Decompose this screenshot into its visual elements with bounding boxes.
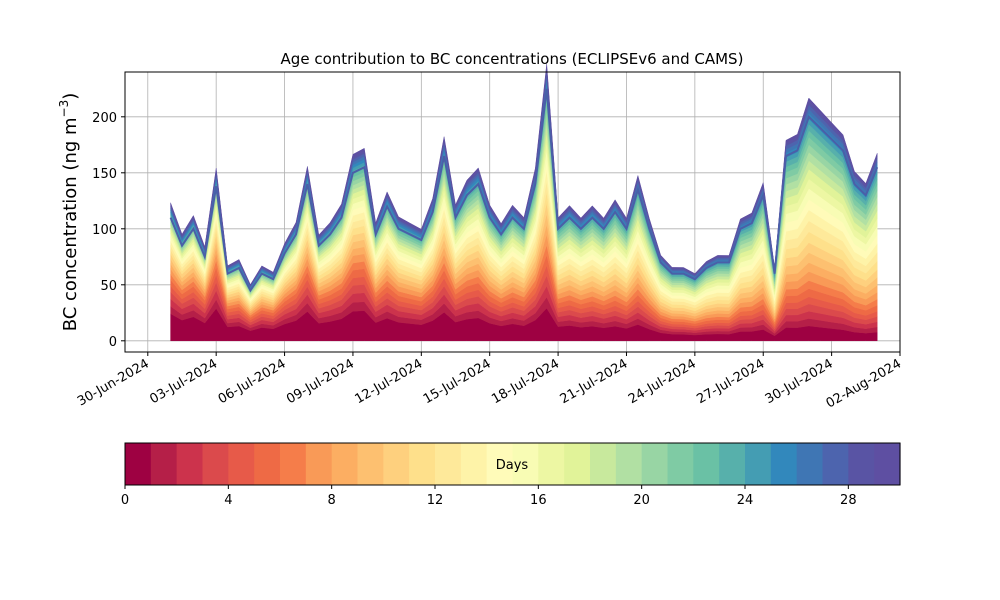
- colorbar-swatch: [254, 443, 281, 485]
- y-tick-label: 50: [100, 279, 117, 294]
- colorbar-swatch: [590, 443, 617, 485]
- colorbar-swatch: [641, 443, 669, 485]
- colorbar-swatch: [719, 443, 746, 485]
- colorbar-label: Days: [496, 458, 529, 473]
- colorbar-swatch: [435, 443, 462, 485]
- colorbar-swatch: [564, 443, 591, 485]
- colorbar-tick-label: 4: [224, 493, 232, 508]
- colorbar: [125, 443, 901, 485]
- colorbar-swatch: [538, 443, 565, 485]
- colorbar-swatch: [796, 443, 824, 485]
- colorbar-swatch: [176, 443, 204, 485]
- colorbar-tick-label: 12: [427, 493, 444, 508]
- colorbar-tick-label: 0: [121, 493, 129, 508]
- colorbar-tick-label: 16: [530, 493, 547, 508]
- age-layer-29: [170, 63, 878, 286]
- colorbar-swatch: [486, 443, 514, 485]
- colorbar-tick-label: 28: [840, 493, 857, 508]
- chart-title: Age contribution to BC concentrations (E…: [281, 50, 744, 68]
- colorbar-swatch: [228, 443, 255, 485]
- colorbar-swatch: [125, 443, 152, 485]
- colorbar-swatch: [667, 443, 694, 485]
- total-outline-line: [169, 88, 879, 293]
- colorbar-swatch: [202, 443, 229, 485]
- colorbar-frame: [124, 442, 901, 486]
- colorbar-swatch: [357, 443, 384, 485]
- colorbar-swatch: [331, 443, 359, 485]
- colorbar-swatch: [874, 443, 901, 485]
- y-tick-label: 0: [109, 335, 117, 350]
- colorbar-swatch: [460, 443, 488, 485]
- colorbar-tick-label: 8: [328, 493, 336, 508]
- stacked-area-layers: [170, 63, 878, 342]
- colorbar-tick-label: 20: [633, 493, 650, 508]
- colorbar-swatch: [615, 443, 643, 485]
- y-axis-ticks: 0 50 100 150 200: [92, 111, 125, 350]
- y-tick-label: 100: [92, 223, 117, 238]
- colorbar-swatch: [280, 443, 307, 485]
- colorbar-tick-label: 24: [737, 493, 754, 508]
- colorbar-swatch: [745, 443, 772, 485]
- colorbar-swatch: [409, 443, 436, 485]
- colorbar-ticks: 0 4 8 12 16 20 24 28: [121, 485, 857, 508]
- plot-frame: [124, 71, 901, 353]
- colorbar-swatch: [822, 443, 849, 485]
- colorbar-swatch: [512, 443, 539, 485]
- colorbar-swatch: [693, 443, 720, 485]
- y-tick-label: 200: [92, 111, 117, 126]
- colorbar-swatch: [848, 443, 875, 485]
- colorbar-swatch: [305, 443, 333, 485]
- y-tick-label: 150: [92, 167, 117, 182]
- colorbar-swatch: [770, 443, 798, 485]
- colorbar-swatch: [383, 443, 410, 485]
- colorbar-swatch: [150, 443, 178, 485]
- y-axis-label: BC concentration (ng m−3): [57, 93, 81, 332]
